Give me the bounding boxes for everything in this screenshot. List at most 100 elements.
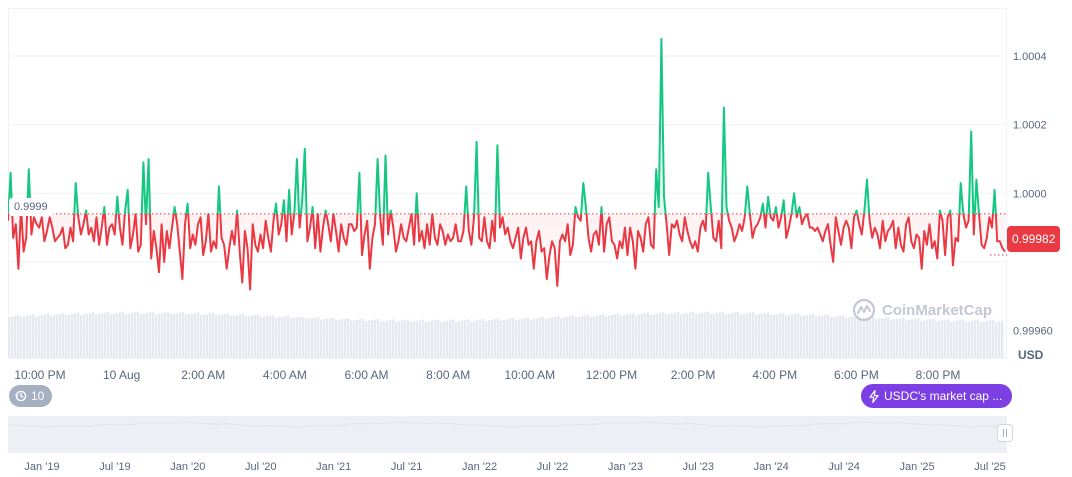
volume-bar	[524, 317, 527, 358]
volume-bar	[56, 314, 59, 358]
volume-bar	[347, 318, 350, 358]
volume-bar	[737, 311, 740, 358]
volume-bar	[323, 319, 326, 358]
volume-bar	[203, 314, 206, 358]
volume-bar	[968, 321, 971, 358]
volume-bar	[371, 320, 374, 358]
navigator-tick-label: Jan '20	[170, 461, 205, 473]
volume-bar	[188, 313, 191, 358]
volume-bar	[350, 320, 353, 358]
navigator-tick-label: Jul '19	[99, 461, 130, 473]
volume-bar	[761, 313, 764, 358]
volume-bar	[923, 320, 926, 358]
volume-bar	[572, 315, 575, 358]
volume-bar	[353, 320, 356, 358]
volume-bar	[434, 320, 437, 358]
volume-bars	[8, 311, 1004, 358]
volume-bar	[668, 313, 671, 358]
volume-bar	[329, 318, 332, 358]
volume-bar	[377, 319, 380, 358]
volume-bar	[125, 314, 128, 358]
volume-bar	[380, 321, 383, 358]
volume-bar	[587, 314, 590, 358]
volume-bar	[161, 312, 164, 358]
volume-bar	[710, 314, 713, 358]
volume-bar	[728, 313, 731, 358]
current-price-text: 0.99982	[1012, 232, 1056, 246]
volume-bar	[176, 313, 179, 358]
volume-bar	[464, 319, 467, 358]
volume-bar	[98, 313, 101, 358]
volume-bar	[893, 319, 896, 358]
volume-bar	[713, 313, 716, 358]
volume-bar	[800, 315, 803, 358]
volume-bar	[335, 320, 338, 358]
volume-bar	[308, 318, 311, 358]
volume-bar	[284, 316, 287, 358]
coinmarketcap-watermark: CoinMarketCap	[852, 298, 992, 322]
volume-bar	[263, 316, 266, 358]
volume-bar	[221, 314, 224, 358]
volume-bar	[305, 318, 308, 358]
volume-bar	[470, 321, 473, 358]
navigator-right-handle[interactable]	[997, 424, 1013, 442]
volume-bar	[575, 317, 578, 358]
x-tick-label: 4:00 PM	[752, 368, 797, 382]
volume-bar	[851, 316, 854, 358]
volume-bar	[770, 314, 773, 358]
x-tick-label: 6:00 PM	[834, 368, 879, 382]
history-button[interactable]: 10	[9, 385, 53, 407]
volume-bar	[218, 314, 221, 358]
volume-bar	[410, 321, 413, 358]
volume-bar	[818, 316, 821, 358]
navigator-tick-label: Jul '23	[683, 461, 714, 473]
volume-bar	[584, 315, 587, 358]
current-price-label: 0.99982	[1007, 226, 1061, 252]
navigator-tick-label: Jan '19	[24, 461, 59, 473]
navigator-track[interactable]	[8, 416, 1007, 453]
volume-bar	[65, 315, 68, 358]
volume-bar	[509, 318, 512, 358]
volume-bar	[911, 319, 914, 358]
volume-bar	[254, 314, 257, 358]
price-line-down[interactable]	[8, 39, 1006, 291]
volume-bar	[71, 313, 74, 358]
volume-bar	[200, 314, 203, 358]
volume-bar	[476, 320, 479, 358]
market-cap-button[interactable]: USDC's market cap ...	[861, 384, 1013, 408]
volume-bar	[602, 314, 605, 358]
navigator-tick-label: Jan '21	[316, 461, 351, 473]
volume-bar	[173, 313, 176, 358]
x-tick-label: 4:00 AM	[263, 368, 307, 382]
volume-bar	[338, 319, 341, 358]
volume-bar	[536, 318, 539, 358]
volume-bar	[656, 313, 659, 358]
volume-bar	[59, 313, 62, 358]
volume-bar	[695, 314, 698, 358]
x-tick-label: 2:00 PM	[671, 368, 716, 382]
volume-bar	[317, 317, 320, 358]
volume-bar	[956, 320, 959, 358]
volume-bar	[980, 321, 983, 358]
volume-bar	[314, 317, 317, 358]
volume-bar	[860, 318, 863, 358]
volume-bar	[566, 316, 569, 358]
handle-grip-right	[1006, 429, 1007, 437]
volume-bar	[971, 320, 974, 358]
volume-bar	[101, 313, 104, 358]
navigator-tick-label: Jan '25	[900, 461, 935, 473]
volume-bar	[485, 321, 488, 358]
volume-bar	[995, 321, 998, 358]
volume-bar	[788, 314, 791, 358]
volume-bar	[614, 314, 617, 358]
volume-bar	[206, 313, 209, 358]
volume-bar	[686, 312, 689, 358]
volume-bar	[164, 312, 167, 358]
volume-bar	[758, 314, 761, 358]
volume-bar	[89, 312, 92, 358]
volume-bar	[83, 314, 86, 358]
volume-bar	[620, 315, 623, 358]
price-line-up[interactable]	[8, 37, 1005, 290]
navigator-tick-label: Jan '24	[754, 461, 789, 473]
